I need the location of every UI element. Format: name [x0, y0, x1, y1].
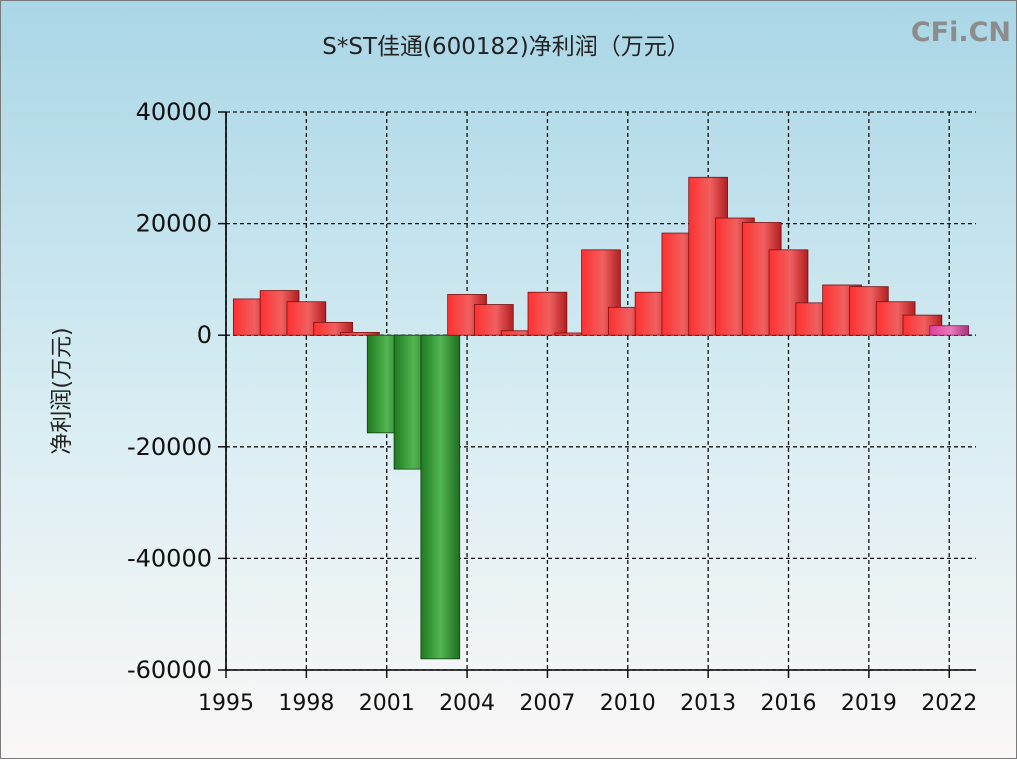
- x-tick-label: 2001: [359, 691, 415, 716]
- bar-2022: [929, 325, 970, 336]
- y-tick-label: -40000: [127, 544, 212, 572]
- x-tick-label: 2010: [600, 691, 656, 716]
- chart-title: S*ST佳通(600182)净利润（万元）: [322, 34, 690, 60]
- y-tick-label: -20000: [127, 433, 212, 461]
- watermark: CFi.CN: [911, 17, 1011, 48]
- x-tick-label: 2022: [921, 691, 977, 716]
- y-tick-label: 20000: [136, 210, 212, 238]
- y-tick-label: 40000: [136, 98, 212, 126]
- x-tick-label: 1998: [278, 691, 334, 716]
- y-tick-label: -60000: [127, 656, 212, 684]
- bars: [232, 176, 970, 660]
- x-tick-label: 2013: [680, 691, 736, 716]
- bar-1998: [286, 301, 327, 336]
- y-tick-label: 0: [197, 321, 212, 349]
- bar-2000: [340, 332, 380, 336]
- x-tick-label: 2004: [439, 691, 495, 716]
- y-axis-label: 净利润(万元): [50, 327, 75, 454]
- x-tick-label: 2007: [519, 691, 575, 716]
- x-tick-label: 2019: [841, 691, 897, 716]
- x-tick-label: 2016: [761, 691, 817, 716]
- bar-2005: [474, 304, 514, 336]
- bar-2007: [527, 291, 568, 336]
- bar-2003: [420, 334, 461, 660]
- labels: 40000 20000 0 -20000 -40000 -60000 1995 1998 200…: [127, 98, 977, 716]
- axes: [218, 111, 976, 678]
- x-tick-label: 1995: [198, 691, 254, 716]
- grid: [225, 111, 976, 671]
- bar-1999: [313, 321, 353, 336]
